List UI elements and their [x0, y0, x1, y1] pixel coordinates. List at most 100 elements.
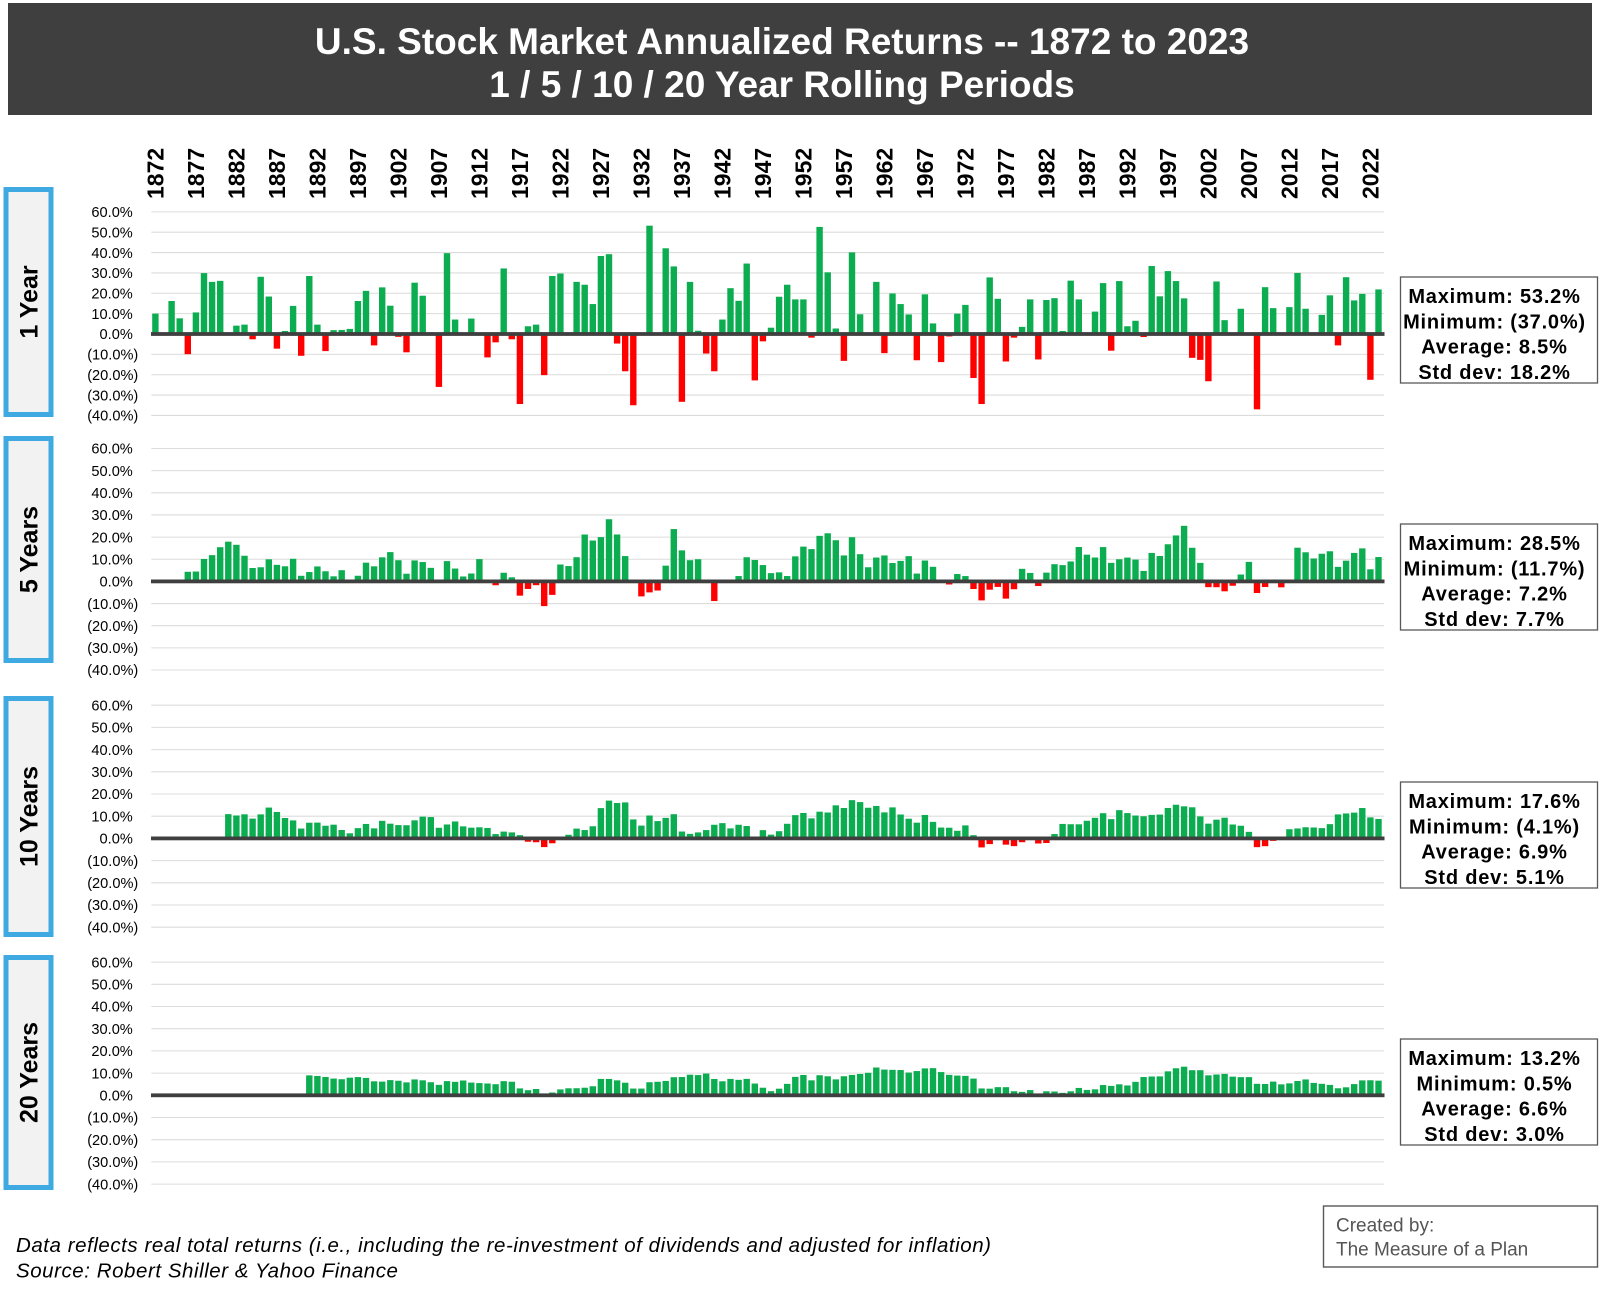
- svg-text:1887: 1887: [264, 148, 290, 199]
- svg-text:U.S. Stock Market Annualized R: U.S. Stock Market Annualized Returns -- …: [315, 21, 1249, 62]
- svg-text:60.0%: 60.0%: [91, 698, 132, 714]
- svg-text:Maximum: 28.5%: Maximum: 28.5%: [1408, 533, 1580, 555]
- svg-text:Source: Robert Shiller & Yahoo: Source: Robert Shiller & Yahoo Finance: [16, 1260, 399, 1283]
- svg-text:1992: 1992: [1115, 148, 1141, 199]
- svg-text:50.0%: 50.0%: [91, 225, 132, 241]
- svg-text:40.0%: 40.0%: [91, 486, 132, 502]
- svg-text:1972: 1972: [953, 148, 979, 199]
- svg-text:Minimum: (37.0%): Minimum: (37.0%): [1403, 311, 1586, 333]
- svg-text:60.0%: 60.0%: [91, 205, 132, 221]
- svg-text:(40.0%): (40.0%): [87, 663, 138, 679]
- svg-text:Average: 7.2%: Average: 7.2%: [1421, 584, 1567, 606]
- svg-text:1997: 1997: [1155, 148, 1181, 199]
- svg-text:The Measure of a Plan: The Measure of a Plan: [1336, 1240, 1528, 1261]
- svg-text:Average: 6.6%: Average: 6.6%: [1421, 1099, 1567, 1121]
- svg-text:1987: 1987: [1074, 148, 1100, 199]
- svg-text:2022: 2022: [1358, 148, 1384, 199]
- svg-text:(40.0%): (40.0%): [87, 409, 138, 425]
- svg-text:50.0%: 50.0%: [91, 464, 132, 480]
- svg-text:(30.0%): (30.0%): [87, 898, 138, 914]
- svg-text:Maximum: 13.2%: Maximum: 13.2%: [1408, 1048, 1580, 1070]
- svg-text:1952: 1952: [791, 148, 817, 199]
- svg-text:(10.0%): (10.0%): [87, 348, 138, 364]
- svg-text:20 Years: 20 Years: [16, 1022, 44, 1123]
- svg-text:1 Year: 1 Year: [16, 265, 44, 339]
- svg-text:1902: 1902: [386, 148, 412, 199]
- svg-text:(10.0%): (10.0%): [87, 597, 138, 613]
- svg-text:(20.0%): (20.0%): [87, 1133, 138, 1149]
- svg-text:2002: 2002: [1196, 148, 1222, 199]
- svg-text:Minimum: 0.5%: Minimum: 0.5%: [1417, 1073, 1573, 1095]
- svg-text:1967: 1967: [912, 148, 938, 199]
- svg-text:1912: 1912: [467, 148, 493, 199]
- svg-text:Std dev: 3.0%: Std dev: 3.0%: [1424, 1124, 1564, 1146]
- svg-text:1922: 1922: [548, 148, 574, 199]
- svg-text:2017: 2017: [1317, 148, 1343, 199]
- svg-text:1942: 1942: [710, 148, 736, 199]
- svg-text:1957: 1957: [831, 148, 857, 199]
- svg-text:30.0%: 30.0%: [91, 266, 132, 282]
- svg-text:1932: 1932: [629, 148, 655, 199]
- svg-text:1917: 1917: [507, 148, 533, 199]
- svg-text:1927: 1927: [588, 148, 614, 199]
- svg-text:60.0%: 60.0%: [91, 955, 132, 971]
- svg-text:(10.0%): (10.0%): [87, 854, 138, 870]
- svg-text:0.0%: 0.0%: [100, 1089, 133, 1105]
- svg-text:1897: 1897: [345, 148, 371, 199]
- svg-text:30.0%: 30.0%: [91, 1022, 132, 1038]
- svg-text:40.0%: 40.0%: [91, 1000, 132, 1016]
- svg-text:20.0%: 20.0%: [91, 530, 132, 546]
- svg-text:1892: 1892: [305, 148, 331, 199]
- svg-text:10 Years: 10 Years: [16, 766, 44, 867]
- svg-text:Std dev: 7.7%: Std dev: 7.7%: [1424, 609, 1564, 631]
- svg-text:60.0%: 60.0%: [91, 442, 132, 458]
- svg-text:20.0%: 20.0%: [91, 286, 132, 302]
- svg-text:Minimum: (11.7%): Minimum: (11.7%): [1404, 558, 1586, 580]
- svg-text:20.0%: 20.0%: [91, 1044, 132, 1060]
- svg-text:40.0%: 40.0%: [91, 246, 132, 262]
- svg-text:10.0%: 10.0%: [91, 809, 132, 825]
- svg-text:(20.0%): (20.0%): [87, 368, 138, 384]
- svg-text:Std dev: 5.1%: Std dev: 5.1%: [1424, 867, 1564, 889]
- svg-text:Average: 8.5%: Average: 8.5%: [1421, 337, 1567, 359]
- svg-text:5 Years: 5 Years: [16, 506, 44, 593]
- svg-text:2007: 2007: [1236, 148, 1262, 199]
- svg-text:40.0%: 40.0%: [91, 743, 132, 759]
- svg-text:1 / 5 / 10 / 20 Year Rolling P: 1 / 5 / 10 / 20 Year Rolling Periods: [489, 64, 1074, 105]
- svg-text:1962: 1962: [872, 148, 898, 199]
- svg-text:Maximum: 53.2%: Maximum: 53.2%: [1408, 286, 1580, 308]
- svg-text:(30.0%): (30.0%): [87, 1155, 138, 1171]
- svg-text:10.0%: 10.0%: [91, 552, 132, 568]
- svg-text:0.0%: 0.0%: [100, 575, 133, 591]
- svg-text:2012: 2012: [1277, 148, 1303, 199]
- svg-text:30.0%: 30.0%: [91, 508, 132, 524]
- svg-text:1947: 1947: [750, 148, 776, 199]
- svg-text:0.0%: 0.0%: [100, 327, 133, 343]
- svg-text:(40.0%): (40.0%): [87, 1177, 138, 1193]
- svg-text:Minimum: (4.1%): Minimum: (4.1%): [1409, 816, 1580, 838]
- svg-text:(30.0%): (30.0%): [87, 641, 138, 657]
- svg-text:Std dev: 18.2%: Std dev: 18.2%: [1418, 362, 1570, 384]
- svg-text:Average: 6.9%: Average: 6.9%: [1421, 842, 1567, 864]
- svg-text:1937: 1937: [669, 148, 695, 199]
- svg-text:Maximum: 17.6%: Maximum: 17.6%: [1408, 791, 1580, 813]
- svg-text:10.0%: 10.0%: [91, 307, 132, 323]
- svg-text:Created by:: Created by:: [1336, 1216, 1434, 1237]
- svg-text:50.0%: 50.0%: [91, 978, 132, 994]
- svg-text:0.0%: 0.0%: [100, 832, 133, 848]
- svg-text:50.0%: 50.0%: [91, 721, 132, 737]
- svg-text:(20.0%): (20.0%): [87, 619, 138, 635]
- svg-text:1977: 1977: [993, 148, 1019, 199]
- svg-text:(40.0%): (40.0%): [87, 920, 138, 936]
- svg-text:1877: 1877: [183, 148, 209, 199]
- svg-text:1982: 1982: [1034, 148, 1060, 199]
- svg-text:(30.0%): (30.0%): [87, 388, 138, 404]
- svg-text:30.0%: 30.0%: [91, 765, 132, 781]
- svg-text:(20.0%): (20.0%): [87, 876, 138, 892]
- svg-text:20.0%: 20.0%: [91, 787, 132, 803]
- svg-text:10.0%: 10.0%: [91, 1066, 132, 1082]
- svg-text:1882: 1882: [224, 148, 250, 199]
- svg-text:1907: 1907: [426, 148, 452, 199]
- svg-text:1872: 1872: [143, 148, 169, 199]
- svg-text:(10.0%): (10.0%): [87, 1111, 138, 1127]
